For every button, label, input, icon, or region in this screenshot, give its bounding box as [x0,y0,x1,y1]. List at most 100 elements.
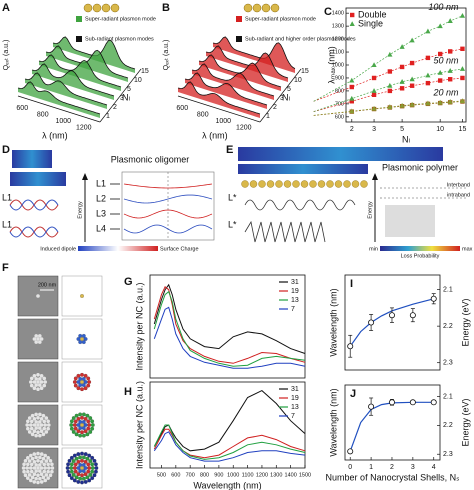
marker [437,78,443,83]
plot-frame [344,384,441,461]
model-particle [83,459,88,464]
sem-particle [26,462,30,467]
model-particle [74,456,79,461]
x-tick-label: 4 [432,464,436,471]
sem-particle [39,429,44,434]
model-particle [78,376,83,381]
panel-title: Plasmonic polymer [382,162,458,172]
model-particle [78,412,83,417]
y2-tick-label: 2.3 [443,451,453,458]
spectrum-fill [53,36,135,73]
annotation: 50 nm [433,55,459,65]
model-particle [80,458,84,463]
marker [447,49,453,54]
x-tick-label: 1 [369,464,373,471]
z-axis-label: Nₗ [282,92,290,102]
marker [399,44,405,49]
annotation: 20 nm [432,87,459,97]
particle [275,180,283,188]
particle [317,180,326,188]
x-tick-label: 0 [348,464,352,471]
y-tick-label: 900 [335,75,344,81]
marker [425,72,431,78]
sem-particle [29,376,34,381]
sem-particle [39,373,44,378]
x-tick-label: 3 [411,464,415,471]
level-label: L4 [96,223,106,233]
particle [249,180,258,188]
model-particle [76,429,81,434]
particle [258,180,266,188]
sem-particle [32,386,37,391]
marker [447,98,453,104]
sem-particle [34,334,38,338]
series-line [313,15,463,102]
sem-particle [34,426,38,430]
model-particle [80,387,84,392]
particle [292,180,300,188]
series-line [153,424,306,460]
marker [368,319,375,326]
sem-particle [48,473,53,478]
sem-particle [32,466,37,470]
y-axis-label: Intensity per NC (a.u.) [134,381,144,469]
model-particle [80,451,84,456]
marker [371,92,377,97]
model-particle [87,466,92,470]
sem-particle [50,466,55,470]
model-particle [71,430,76,434]
model-particle [90,455,95,460]
y-tick-label: 1100 [332,49,344,55]
sem-particle [34,340,38,344]
sem-particle [36,451,40,456]
marker [425,80,431,86]
model-particle [72,478,77,483]
z-tick-label: 10 [294,77,302,84]
model-particle [86,426,91,431]
marker [409,60,415,66]
y-axis-label: λₘₐₓ (nm) [326,46,336,83]
sem-particle [38,412,42,417]
sem-particle [34,420,38,424]
model-particle [83,416,88,421]
model-particle [81,476,86,481]
model-particle [76,416,81,421]
particle [351,180,360,188]
particle [252,3,262,13]
legend-label: Sub-radiant plasmon modes [85,36,154,42]
model-particle [81,340,86,345]
model-particle [86,383,91,388]
legend-swatch [236,16,242,22]
sem-particle [48,459,53,463]
model-particle [86,419,91,424]
sem-particle [36,294,40,298]
x-tick-label: 2 [390,464,394,471]
sem-particle [39,337,44,341]
x-tick-label: 1500 [299,472,311,478]
legend-swatch [350,12,355,18]
sem-particle [23,459,28,463]
model-particle [73,376,78,381]
sem-particle [34,377,38,381]
series-line [313,100,463,116]
sem-particle [38,383,42,387]
sem-particle [29,426,34,431]
model-particle [80,415,84,420]
y-tick-label: 1200 [332,37,344,43]
sem-particle [36,337,40,341]
model-particle [83,452,88,456]
marker [347,448,354,455]
series-line [153,390,306,452]
model-particle [83,429,88,434]
spectrum [177,81,261,115]
model-particle [85,475,90,480]
plot-frame [149,274,306,379]
panel-letter: J [350,388,356,400]
sem-particle [36,380,40,384]
model-particle [80,294,84,298]
sem-particle [46,419,50,424]
model-particle [72,380,77,384]
panel-letter: A [2,2,10,14]
marker [349,84,354,90]
